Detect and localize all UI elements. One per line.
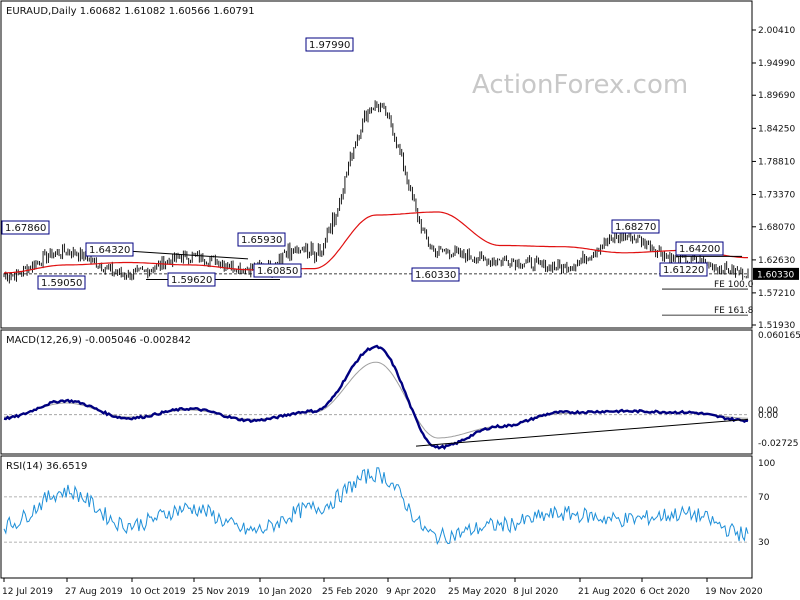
price-annotation: 1.61220 xyxy=(663,265,704,276)
date-tick-label: 10 Oct 2019 xyxy=(130,587,186,597)
macd-line xyxy=(3,344,749,450)
price-annotation: 1.97990 xyxy=(309,40,350,51)
date-tick-label: 9 Apr 2020 xyxy=(386,587,436,597)
price-annotation-box xyxy=(611,219,660,234)
price-annotation-box xyxy=(659,262,708,277)
macd-tick-label: 0.00 xyxy=(758,406,778,416)
watermark: ActionForex.com xyxy=(472,70,688,100)
price-annotation: 1.64200 xyxy=(679,244,720,255)
macd-trendline xyxy=(415,418,749,447)
price-panel xyxy=(0,0,753,329)
price-annotation-box xyxy=(85,242,134,257)
price-tick-label: 1.57210 xyxy=(758,289,795,299)
date-tick-label: 10 Jan 2020 xyxy=(258,587,312,597)
moving-average-line xyxy=(3,211,748,274)
price-annotation-box xyxy=(253,263,302,278)
price-annotation-box xyxy=(675,241,724,256)
price-annotation-box xyxy=(167,272,216,287)
date-tick-label: 6 Oct 2020 xyxy=(640,587,690,597)
fib-label: FE 161.8 xyxy=(714,306,754,316)
date-tick-label: 27 Aug 2019 xyxy=(65,587,123,597)
price-tick-label: 1.84250 xyxy=(758,124,795,134)
price-tick-label: 2.00410 xyxy=(758,26,795,36)
rsi-panel xyxy=(0,455,753,579)
price-annotation-box xyxy=(1,220,50,235)
date-tick-label: 21 Aug 2020 xyxy=(578,587,636,597)
price-annotation: 1.68270 xyxy=(615,222,656,233)
price-annotation-box xyxy=(411,267,460,282)
price-annotation-box xyxy=(237,232,286,247)
rsi-tick-label: 30 xyxy=(758,538,770,548)
price-annotation-box xyxy=(37,275,86,290)
date-tick-label: 25 Feb 2020 xyxy=(322,587,378,597)
price-tick-label: 1.78810 xyxy=(758,157,795,167)
date-tick-label: 12 Jul 2019 xyxy=(2,587,53,597)
rsi-header: RSI(14) 36.6519 xyxy=(6,461,87,472)
price-annotation-box xyxy=(305,37,354,52)
price-header: EURAUD,Daily 1.60682 1.61082 1.60566 1.6… xyxy=(6,6,255,17)
current-price-label: 1.60330 xyxy=(757,270,794,280)
rsi-tick-label: 70 xyxy=(758,493,770,503)
macd-tick-label: 0.060165 xyxy=(758,331,800,341)
price-annotation: 1.60330 xyxy=(415,270,456,281)
macd-panel xyxy=(0,329,753,455)
price-tick-label: 1.68070 xyxy=(758,223,795,233)
rsi-line xyxy=(3,467,749,546)
price-annotation: 1.60850 xyxy=(257,266,298,277)
price-annotation: 1.67860 xyxy=(5,223,46,234)
price-annotation: 1.59620 xyxy=(171,275,212,286)
date-tick-label: 25 May 2020 xyxy=(448,587,507,597)
macd-tick-label: 0.00 xyxy=(758,411,778,421)
price-tick-label: 1.51930 xyxy=(758,321,795,331)
date-tick-label: 25 Nov 2019 xyxy=(192,587,250,597)
price-annotation: 1.65930 xyxy=(241,235,282,246)
date-tick-label: 19 Nov 2020 xyxy=(705,587,763,597)
price-tick-label: 1.62630 xyxy=(758,256,795,266)
price-tick-label: 1.73370 xyxy=(758,191,795,201)
price-annotation: 1.59050 xyxy=(41,278,82,289)
current-price-tag xyxy=(753,267,799,280)
macd-header: MACD(12,26,9) -0.005046 -0.002842 xyxy=(6,335,191,346)
date-tick-label: 8 Jul 2020 xyxy=(513,587,558,597)
rsi-tick-label: 100 xyxy=(758,459,775,469)
price-tick-label: 1.94990 xyxy=(758,59,795,69)
price-tick-label: 1.89690 xyxy=(758,91,795,101)
macd-tick-label: -0.02725 xyxy=(758,439,798,449)
fib-label: FE 100.0 xyxy=(714,280,754,290)
price-annotation: 1.64320 xyxy=(89,245,130,256)
